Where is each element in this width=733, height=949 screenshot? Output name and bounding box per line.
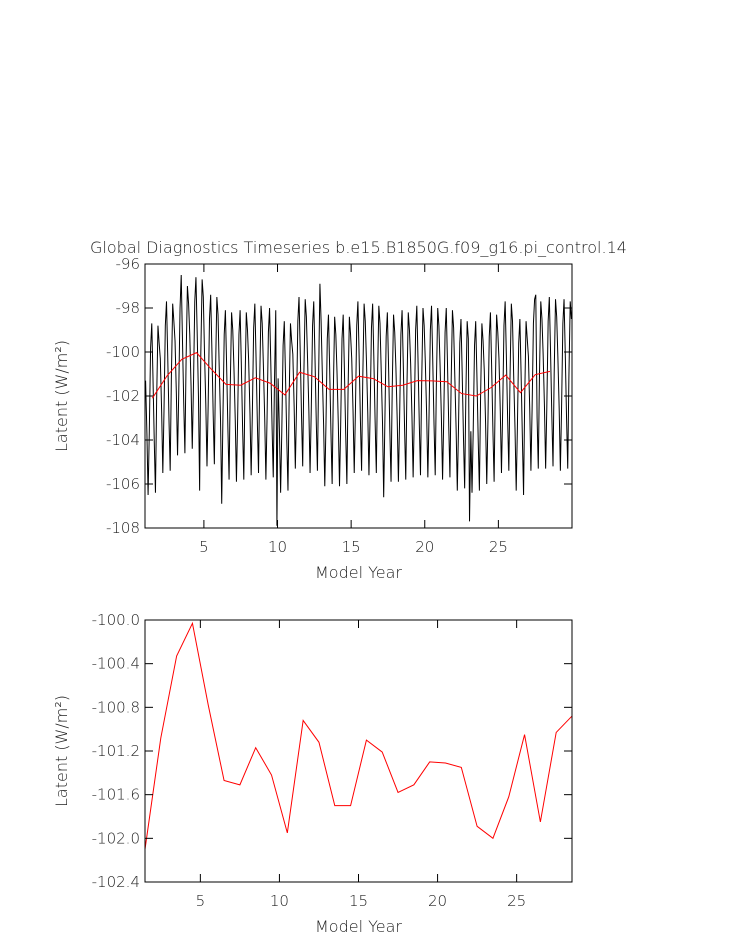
y-tick-label: -100.8 xyxy=(92,698,140,716)
data-line xyxy=(151,352,551,399)
y-tick-label: -101.6 xyxy=(92,786,140,804)
y-tick-label: -100 xyxy=(106,343,140,361)
y-tick-label: -96 xyxy=(116,255,141,273)
y-tick-label: -101.2 xyxy=(92,742,140,760)
chart-title: Global Diagnostics Timeseries b.e15.B185… xyxy=(90,238,627,257)
x-tick-label: 10 xyxy=(270,892,289,910)
y-tick-label: -108 xyxy=(106,519,140,537)
x-tick-label: 5 xyxy=(199,538,209,556)
data-line xyxy=(145,274,572,526)
data-line xyxy=(144,621,573,850)
plot-frame xyxy=(144,619,573,883)
x-tick-label: 25 xyxy=(507,892,526,910)
y-tick-label: -100.4 xyxy=(92,655,140,673)
y-tick-label: -104 xyxy=(106,431,140,449)
y-tick-label: -102.0 xyxy=(92,829,140,847)
y-axis-label: Latent (W/m²) xyxy=(52,340,71,452)
y-tick-label: -102 xyxy=(106,387,140,405)
y-tick-label: -102.4 xyxy=(92,873,140,891)
y-axis-label: Latent (W/m²) xyxy=(52,695,71,807)
y-tick-label: -106 xyxy=(106,475,140,493)
plot-frame xyxy=(144,263,573,529)
x-tick-label: 25 xyxy=(489,538,508,556)
x-axis-label: Model Year xyxy=(315,563,402,582)
x-tick-label: 20 xyxy=(415,538,434,556)
x-tick-label: 20 xyxy=(428,892,447,910)
x-tick-label: 5 xyxy=(196,892,206,910)
y-tick-label: -100.0 xyxy=(92,611,140,629)
x-tick-label: 15 xyxy=(342,538,361,556)
x-axis-label: Model Year xyxy=(315,917,402,936)
x-tick-label: 15 xyxy=(349,892,368,910)
x-tick-label: 10 xyxy=(268,538,287,556)
y-tick-label: -98 xyxy=(116,299,141,317)
